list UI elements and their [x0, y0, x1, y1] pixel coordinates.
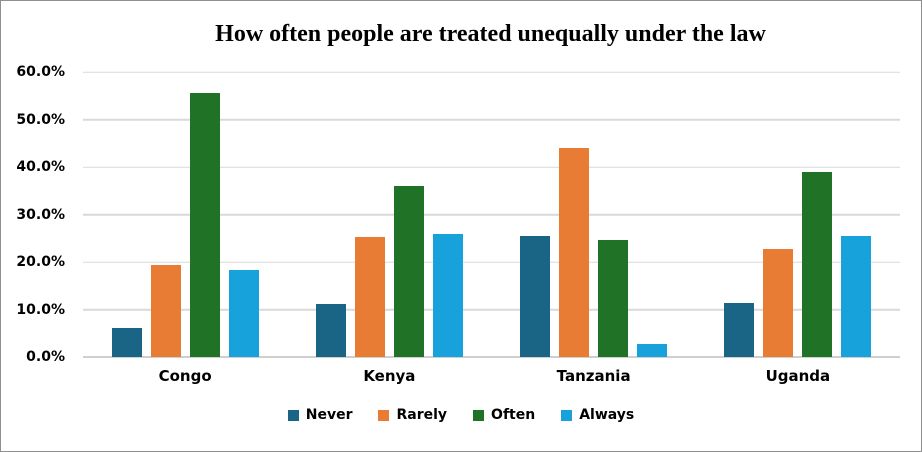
legend-item-often: Often	[473, 407, 535, 423]
bar-kenya-rarely	[354, 237, 385, 357]
y-tick-label-20: 20.0%	[16, 254, 65, 270]
bar-kenya-often	[393, 185, 424, 357]
bar-uganda-never	[724, 302, 755, 357]
x-label-congo: Congo	[158, 367, 212, 385]
plot-area	[83, 71, 900, 358]
bar-group-congo	[83, 72, 287, 357]
bar-tanzania-always	[637, 344, 668, 357]
bar-tanzania-often	[598, 240, 629, 357]
bar-uganda-often	[802, 172, 833, 357]
bar-kenya-always	[432, 234, 463, 357]
legend-item-never: Never	[287, 407, 353, 423]
y-tick-label-30: 30.0%	[16, 206, 65, 223]
legend-label-often: Often	[491, 407, 536, 423]
x-axis: Congo Kenya Tanzania Uganda	[83, 367, 900, 385]
legend-swatch-always	[561, 409, 573, 421]
y-axis: 0.0% 10.0% 20.0% 30.0% 40.0% 50.0% 60.0%	[1, 64, 65, 365]
bar-congo-never	[111, 327, 142, 357]
x-label-kenya: Kenya	[363, 367, 416, 385]
bar-group-tanzania	[492, 72, 696, 357]
y-tick-label-10: 10.0%	[16, 301, 65, 318]
bar-congo-rarely	[150, 264, 181, 357]
bar-group-kenya	[287, 72, 491, 357]
x-label-tanzania: Tanzania	[556, 367, 631, 385]
bar-group-uganda	[696, 72, 900, 357]
legend: Never Rarely Often Always	[1, 407, 921, 423]
gridline-0	[83, 356, 900, 358]
bar-congo-always	[228, 269, 259, 357]
legend-label-always: Always	[579, 407, 635, 423]
bar-uganda-always	[841, 236, 872, 357]
y-tick-label-0: 0.0%	[26, 349, 65, 365]
gridline-40	[83, 166, 900, 168]
legend-swatch-never	[287, 409, 299, 421]
legend-swatch-often	[473, 409, 485, 421]
legend-swatch-rarely	[378, 409, 390, 421]
bar-uganda-rarely	[763, 248, 794, 357]
bar-tanzania-never	[520, 235, 551, 357]
gridline-60	[83, 71, 900, 73]
gridline-10	[83, 308, 900, 311]
bars-layer	[83, 72, 900, 357]
legend-label-never: Never	[305, 407, 353, 423]
gridline-20	[83, 261, 900, 263]
legend-item-rarely: Rarely	[378, 407, 447, 423]
y-tick-label-50: 50.0%	[16, 111, 65, 128]
chart-title: How often people are treated unequally u…	[215, 21, 766, 47]
y-tick-label-40: 40.0%	[16, 159, 65, 175]
gridline-30	[83, 213, 900, 216]
bar-kenya-never	[315, 303, 346, 357]
legend-item-always: Always	[561, 407, 634, 423]
legend-label-rarely: Rarely	[396, 407, 448, 423]
y-tick-label-60: 60.0%	[16, 64, 65, 80]
gridline-50	[83, 118, 900, 121]
bar-congo-often	[189, 92, 220, 357]
gridline-layer	[83, 71, 900, 358]
bar-tanzania-rarely	[559, 148, 590, 357]
x-label-uganda: Uganda	[765, 367, 831, 385]
